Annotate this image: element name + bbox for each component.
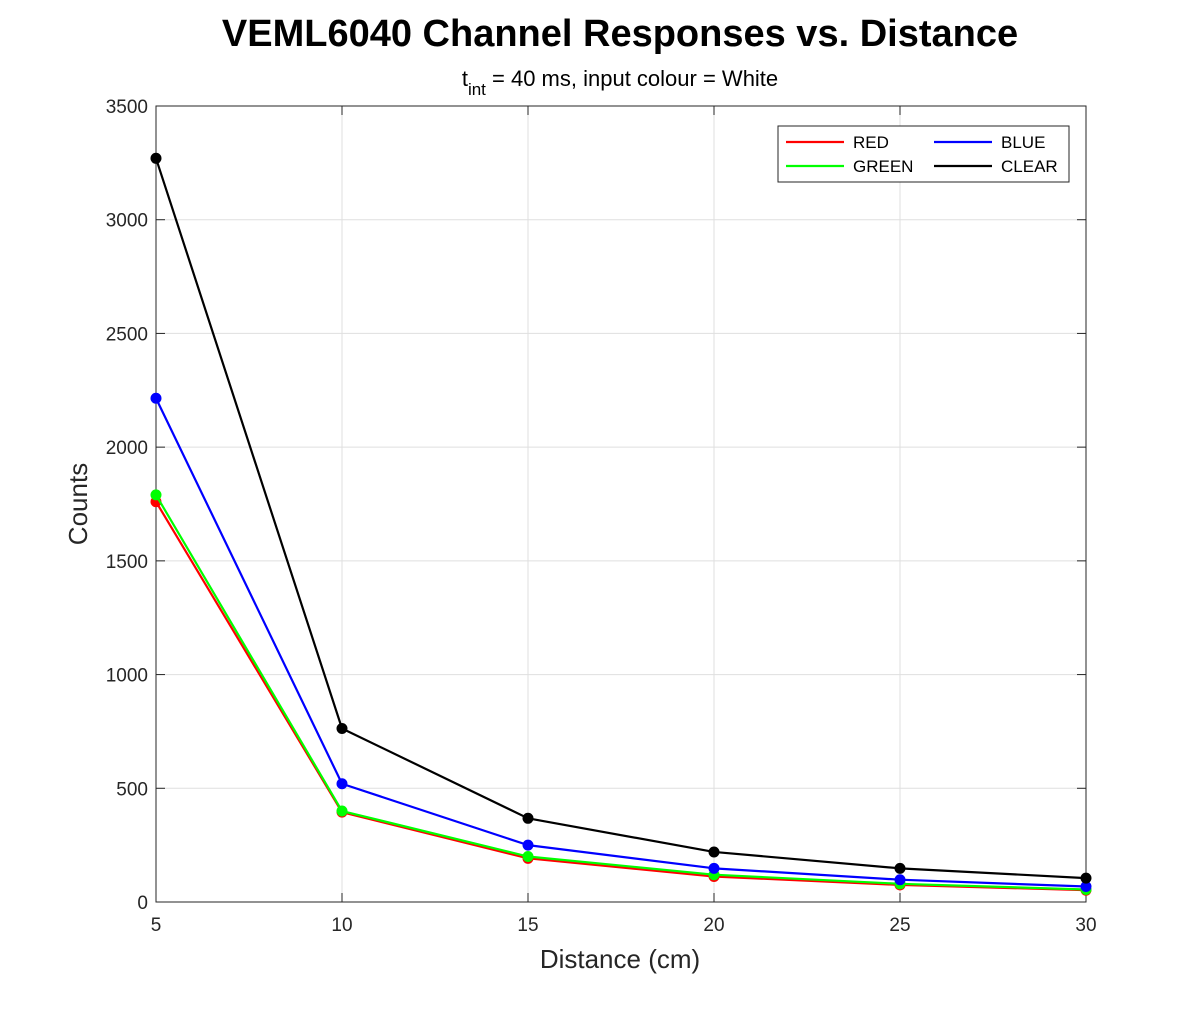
chart-title: VEML6040 Channel Responses vs. Distance — [222, 13, 1018, 55]
series-green — [150, 489, 1092, 895]
x-tick-label: 25 — [889, 915, 910, 936]
axis-ticks: 5 10 15 20 25 30 0 500 1000 1500 2000 2500 3000 3500 — [106, 97, 1097, 936]
x-tick-label: 15 — [517, 915, 538, 936]
subtitle-subscript: int — [468, 80, 486, 99]
legend: RED BLUE GREEN CLEAR — [777, 125, 1070, 183]
legend-label-green: GREEN — [853, 157, 913, 176]
series — [150, 152, 1092, 896]
x-tick-label: 5 — [151, 915, 162, 936]
legend-item-red: RED — [786, 133, 889, 152]
series-blue — [150, 392, 1092, 893]
legend-label-clear: CLEAR — [1001, 157, 1058, 176]
data-point-blue — [522, 839, 534, 851]
subtitle-prefix: t — [462, 66, 468, 91]
subtitle-suffix: = 40 ms, input colour = White — [486, 66, 778, 91]
data-point-blue — [150, 392, 162, 404]
data-point-green — [150, 489, 162, 501]
grid — [155, 105, 1087, 903]
data-point-clear — [336, 722, 348, 734]
legend-label-red: RED — [853, 133, 889, 152]
data-point-clear — [1080, 872, 1092, 884]
legend-box — [777, 125, 1070, 183]
y-tick-label: 2000 — [106, 438, 148, 459]
data-point-blue — [894, 874, 906, 886]
plot-area — [155, 105, 1087, 903]
x-axis-label: Distance (cm) — [540, 944, 700, 974]
series-line-red — [155, 501, 1087, 892]
x-tick-label: 30 — [1075, 915, 1096, 936]
y-tick-label: 2500 — [106, 324, 148, 345]
data-point-green — [336, 805, 348, 817]
y-tick-label: 0 — [137, 893, 148, 914]
data-point-clear — [708, 846, 720, 858]
series-clear — [150, 152, 1092, 884]
data-point-blue — [708, 862, 720, 874]
series-line-blue — [155, 397, 1087, 888]
y-tick-label: 1000 — [106, 666, 148, 687]
chart-subtitle: tint = 40 ms, input colour = White — [462, 66, 778, 99]
data-point-clear — [894, 862, 906, 874]
x-tick-label: 20 — [703, 915, 724, 936]
legend-item-green: GREEN — [786, 157, 913, 176]
data-point-blue — [336, 778, 348, 790]
legend-label-blue: BLUE — [1001, 133, 1045, 152]
data-point-green — [522, 851, 534, 863]
legend-item-clear: CLEAR — [934, 157, 1058, 176]
y-axis-label: Counts — [63, 463, 93, 545]
x-tick-label: 10 — [331, 915, 352, 936]
y-tick-label: 1500 — [106, 552, 148, 573]
data-point-clear — [150, 152, 162, 164]
data-point-clear — [522, 812, 534, 824]
y-tick-label: 3500 — [106, 97, 148, 118]
y-tick-label: 500 — [116, 779, 148, 800]
series-line-green — [155, 494, 1087, 891]
series-line-clear — [154, 157, 1087, 880]
legend-item-blue: BLUE — [934, 133, 1045, 152]
y-tick-label: 3000 — [106, 211, 148, 232]
